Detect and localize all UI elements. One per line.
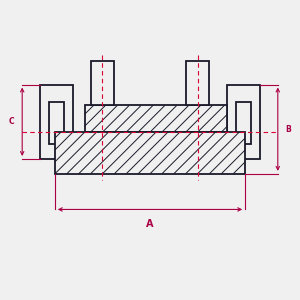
- Text: C: C: [9, 117, 15, 126]
- Text: A: A: [146, 219, 154, 229]
- Bar: [49, 102, 64, 144]
- Text: B: B: [285, 125, 291, 134]
- Bar: [227, 85, 260, 159]
- Bar: [91, 61, 114, 105]
- Bar: [186, 61, 209, 105]
- Bar: [85, 105, 227, 132]
- Bar: [55, 132, 245, 174]
- Bar: [40, 85, 73, 159]
- Bar: [236, 102, 251, 144]
